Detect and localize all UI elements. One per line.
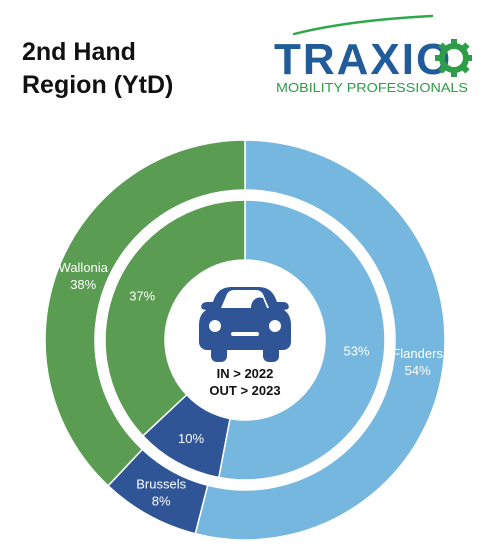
inner-ring xyxy=(104,199,386,481)
logo-brand-text: TRAXIO xyxy=(274,35,452,84)
car-icon xyxy=(199,287,291,362)
traxio-logo: TRAXIO MOBILITY PROFESSIONALS xyxy=(274,14,472,95)
outer-value-flanders: 54% xyxy=(405,363,431,378)
outer-label-flanders: Flanders 54% xyxy=(392,346,443,378)
outer-label-brussels: Brussels 8% xyxy=(136,476,186,508)
category-name-flanders: Flanders xyxy=(392,346,443,361)
outer-value-brussels: 8% xyxy=(152,493,171,508)
outer-value-wallonia: 38% xyxy=(70,277,96,292)
outer-slice-flanders xyxy=(194,139,446,541)
title-line-2: Region (YtD) xyxy=(22,71,174,99)
outer-label-wallonia: Wallonia 38% xyxy=(59,260,109,292)
chart-title: 2nd Hand Region (YtD) xyxy=(22,36,173,102)
inner-label-wallonia: 37% xyxy=(129,289,155,304)
outer-slice-wallonia xyxy=(44,139,246,487)
inner-label-brussels: 10% xyxy=(178,431,204,446)
category-name-brussels: Brussels xyxy=(136,476,186,491)
title-line-1: 2nd Hand xyxy=(22,38,136,66)
center-label-out: OUT > 2023 xyxy=(209,383,280,398)
logo-swoosh xyxy=(292,14,434,36)
inner-label-flanders: 53% xyxy=(343,344,369,359)
logo-tagline: MOBILITY PROFESSIONALS xyxy=(276,80,468,95)
center-label-in: IN > 2022 xyxy=(217,366,274,381)
gear-icon xyxy=(435,39,472,77)
category-name-wallonia: Wallonia xyxy=(59,260,109,275)
outer-ring xyxy=(44,139,446,541)
